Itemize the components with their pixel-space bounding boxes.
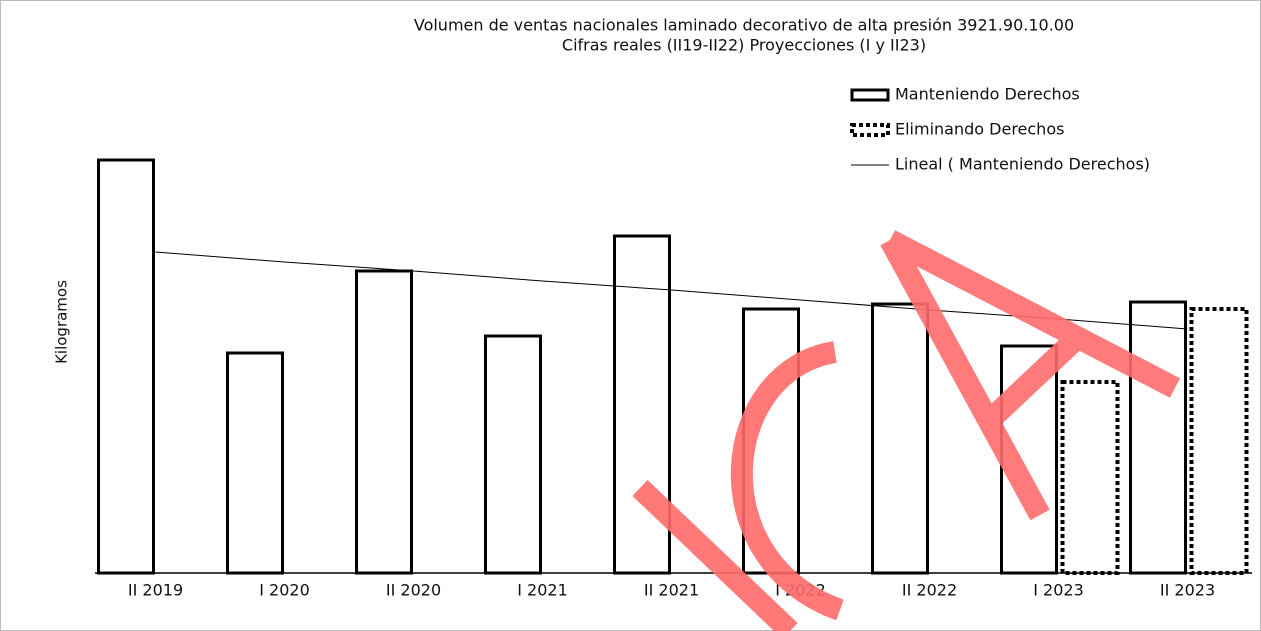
x-tick-label: II 2020 [386, 581, 441, 600]
legend-label: Lineal ( Manteniendo Derechos) [895, 155, 1150, 174]
bar [484, 334, 542, 575]
chart-subtitle: Cifras reales (II19-II22) Proyecciones (… [562, 36, 926, 55]
y-axis-label: Kilogramos [53, 280, 71, 364]
bar [97, 158, 155, 575]
x-tick-label: II 2023 [1160, 581, 1215, 600]
bar [226, 351, 284, 575]
bar [355, 269, 413, 575]
bar [613, 234, 671, 575]
bar [1189, 307, 1249, 575]
chart-title: Volumen de ventas nacionales laminado de… [414, 16, 1074, 35]
legend-label: Manteniendo Derechos [895, 85, 1080, 104]
legend: Manteniendo Derechos Eliminando Derechos L… [850, 85, 1150, 174]
x-tick-label: II 2019 [128, 581, 183, 600]
bar [1060, 380, 1120, 575]
x-tick-label: II 2021 [644, 581, 699, 600]
x-tick-label: I 2023 [1033, 581, 1084, 600]
bar [1129, 300, 1187, 575]
x-tick-label: II 2022 [902, 581, 957, 600]
bar [871, 302, 929, 575]
x-tick-label: I 2021 [517, 581, 568, 600]
watermark [632, 230, 1181, 631]
legend-swatch [850, 123, 890, 137]
x-tick-label: I 2020 [259, 581, 310, 600]
legend-swatch [850, 88, 890, 102]
legend-label: Eliminando Derechos [895, 120, 1064, 139]
